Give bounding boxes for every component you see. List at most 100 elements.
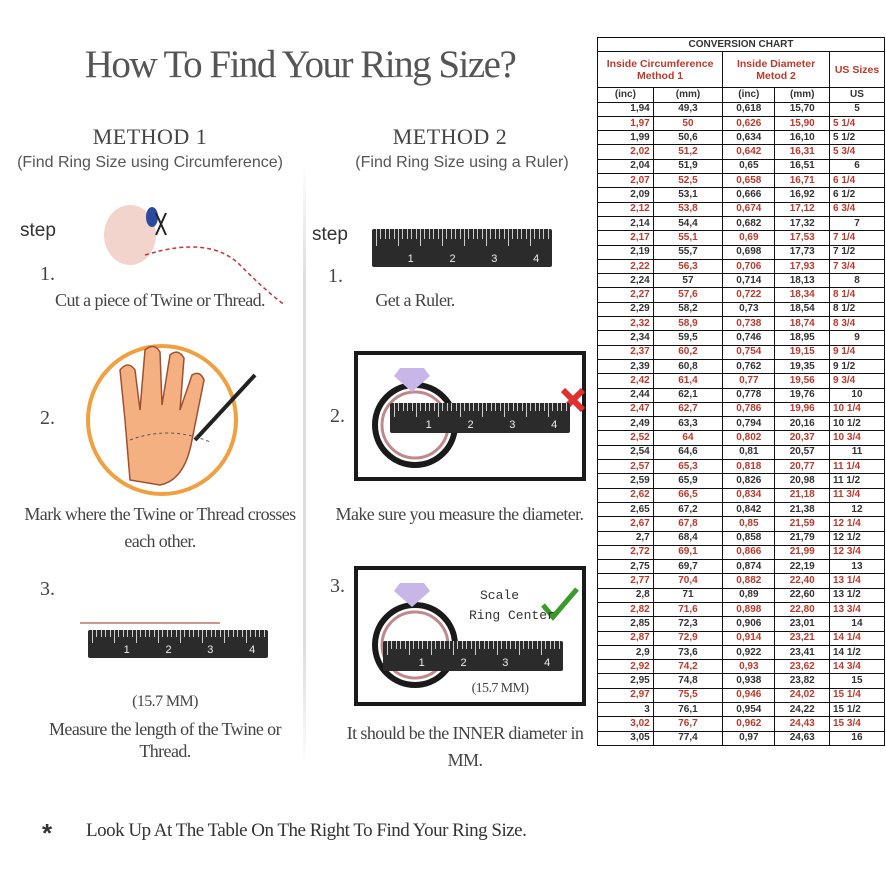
- table-row: 2,19 55,7 0,698 17,73 7 1/2: [597, 244, 886, 260]
- table-cell: 0,786: [722, 401, 776, 418]
- table-cell: 17,53: [774, 230, 830, 246]
- table-row: 2,37 60,2 0,754 19,15 9 1/4: [597, 344, 886, 360]
- table-cell: 2,17: [597, 230, 654, 246]
- table-cell: 0,842: [722, 501, 776, 518]
- table-cell: 19,35: [774, 358, 830, 375]
- table-cell: 64,6: [652, 444, 724, 461]
- table-row: 2,44 62,1 0,778 19,76 10: [597, 387, 886, 403]
- table-cell: 21,79: [774, 530, 830, 546]
- table-cell: 11 1/2: [828, 473, 886, 489]
- table-cell: 0,738: [722, 316, 776, 332]
- table-cell: 0,906: [722, 616, 776, 632]
- table-cell: 20,37: [774, 430, 830, 446]
- table-cell: 22,40: [774, 573, 830, 589]
- table-cell: 0,914: [722, 630, 776, 646]
- ruler: 1 2 3 4: [88, 630, 268, 658]
- table-row: 2,59 65,9 0,826 20,98 11 1/2: [597, 473, 886, 489]
- table-cell: 76,7: [652, 716, 724, 732]
- table-cell: 66,5: [652, 487, 724, 503]
- table-cell: 20,57: [774, 444, 830, 461]
- table-cell: 2,09: [597, 187, 654, 203]
- table-cell: 24,43: [774, 716, 830, 732]
- table-cell: 0,65: [722, 158, 776, 175]
- table-cell: 54,4: [652, 215, 724, 232]
- table-cell: 0,706: [722, 258, 776, 275]
- measure-label: (15.7 MM): [132, 693, 198, 710]
- table-cell: 74,8: [652, 673, 724, 689]
- table-cell: 2,54: [597, 444, 654, 461]
- table-cell: 6: [828, 158, 886, 175]
- table-cell: 10 1/4: [828, 401, 886, 418]
- table-row: 2,75 69,7 0,874 22,19 13: [597, 559, 886, 575]
- table-cell: 76,1: [652, 702, 724, 718]
- table-row: 2,42 61,4 0,77 19,56 9 3/4: [597, 373, 886, 389]
- table-cell: 10 1/2: [828, 416, 886, 432]
- table-cell: 0,714: [722, 273, 776, 289]
- table-cell: 2,82: [597, 601, 654, 618]
- table-cell: 62,7: [652, 401, 724, 418]
- ruler-number: 1: [418, 657, 425, 669]
- table-cell: 0,642: [722, 144, 776, 160]
- table-cell: 19,76: [774, 387, 830, 403]
- ruler-number: 1: [425, 419, 432, 431]
- table-cell: 16,92: [774, 187, 830, 203]
- table-cell: 24,63: [774, 730, 830, 746]
- table-cell: 7: [828, 215, 886, 232]
- ruler-number: 3: [509, 419, 516, 431]
- table-cell: 2,27: [597, 287, 654, 303]
- table-cell: 0,826: [722, 473, 776, 489]
- table-cell: 8: [828, 273, 886, 289]
- table-cell: 17,32: [774, 215, 830, 232]
- table-cell: 15,90: [774, 115, 830, 132]
- table-cell: 63,3: [652, 416, 724, 432]
- table-cell: 50: [652, 115, 724, 132]
- table-cell: 10: [828, 387, 886, 403]
- table-row: 2,8 71 0,89 22,60 13 1/2: [597, 587, 886, 603]
- unit-header: (mm): [774, 87, 830, 103]
- table-cell: 22,19: [774, 559, 830, 575]
- table-row: 2,85 72,3 0,906 23,01 14: [597, 616, 886, 632]
- ruler-number: 1: [407, 253, 414, 265]
- table-cell: 0,898: [722, 601, 776, 618]
- table-cell: 0,794: [722, 416, 776, 432]
- table-cell: 50,6: [652, 130, 724, 146]
- table-cell: 3,02: [597, 716, 654, 732]
- table-cell: 2,22: [597, 258, 654, 275]
- unit-header: (mm): [652, 87, 724, 103]
- table-cell: 9 1/4: [828, 344, 886, 360]
- inner-diameter-frame: [354, 566, 586, 706]
- step-number: 3.: [330, 575, 345, 597]
- footnote-text: Look Up At The Table On The Right To Fin…: [86, 820, 527, 841]
- ruler: 1 2 3 4: [372, 229, 552, 267]
- table-cell: 8 3/4: [828, 316, 886, 332]
- table-cell: 65,3: [652, 459, 724, 475]
- table-cell: 69,7: [652, 559, 724, 575]
- table-row: 2,87 72,9 0,914 23,21 14 1/4: [597, 630, 886, 646]
- ruler-number: 2: [467, 419, 474, 431]
- table-cell: 0,93: [722, 659, 776, 675]
- table-cell: 0,89: [722, 587, 776, 603]
- table-cell: 15: [828, 673, 886, 689]
- table-cell: 2,19: [597, 244, 654, 260]
- table-cell: 59,5: [652, 330, 724, 346]
- hand-icon: [86, 344, 257, 496]
- step-number: 2.: [330, 405, 345, 427]
- table-row: 2,47 62,7 0,786 19,96 10 1/4: [597, 401, 886, 418]
- table-cell: 2,95: [597, 673, 654, 689]
- asterisk-icon: *: [42, 818, 53, 848]
- step-caption: Mark where the Twine or Thread crosses e…: [24, 504, 296, 551]
- table-cell: 0,85: [722, 516, 776, 532]
- thread-piece: [80, 622, 220, 624]
- ruler-number: 4: [551, 419, 558, 431]
- table-cell: 0,802: [722, 430, 776, 446]
- table-cell: 70,4: [652, 573, 724, 589]
- ruler-number: 2: [460, 657, 467, 669]
- table-row: 2,14 54,4 0,682 17,32 7: [597, 215, 886, 232]
- table-cell: 2,02: [597, 144, 654, 160]
- table-cell: 49,3: [652, 101, 724, 117]
- scale-label: Scale: [480, 588, 520, 603]
- table-row: 1,99 50,6 0,634 16,10 5 1/2: [597, 130, 886, 146]
- table-cell: 60,2: [652, 344, 724, 360]
- table-cell: 1,99: [597, 130, 654, 146]
